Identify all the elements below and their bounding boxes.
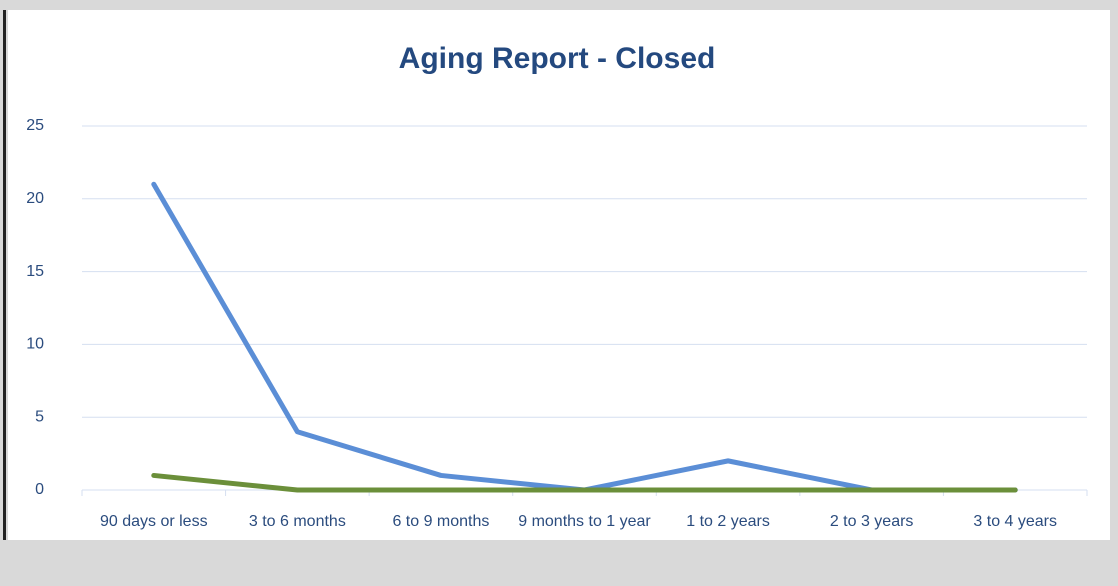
x-tick-label: 3 to 4 years xyxy=(973,513,1057,530)
y-tick-label: 10 xyxy=(26,336,44,353)
left-border xyxy=(3,10,6,540)
y-tick-label: 5 xyxy=(35,408,44,425)
y-tick-label: 15 xyxy=(26,263,44,280)
chart-title: Aging Report - Closed xyxy=(399,42,716,75)
x-tick-label: 3 to 6 months xyxy=(249,513,346,530)
x-tick-label: 6 to 9 months xyxy=(392,513,489,530)
x-tick-label: 2 to 3 years xyxy=(830,513,914,530)
y-tick-label: 25 xyxy=(26,117,44,134)
series-line xyxy=(151,472,1018,493)
x-tick-label: 9 months to 1 year xyxy=(518,513,651,530)
y-tick-label: 20 xyxy=(26,190,44,207)
y-tick-label: 0 xyxy=(35,481,44,498)
x-tick-label: 1 to 2 years xyxy=(686,513,770,530)
x-tick-label: 90 days or less xyxy=(100,513,208,530)
chart-area xyxy=(8,10,1110,540)
